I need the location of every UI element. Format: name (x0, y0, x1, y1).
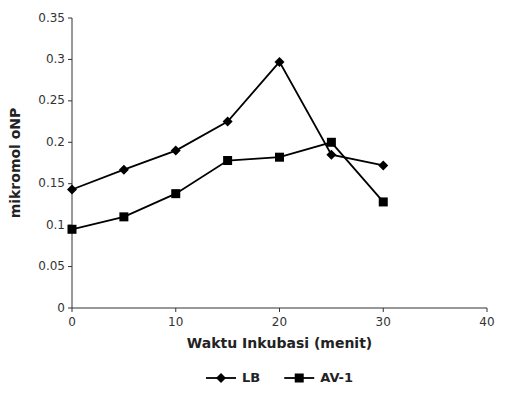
legend-label: AV-1 (320, 370, 353, 385)
x-axis-label: Waktu Inkubasi (menit) (187, 335, 373, 351)
y-tick-label: 0.35 (38, 11, 65, 25)
legend-label: LB (242, 370, 260, 385)
y-tick (68, 266, 72, 267)
point-marker (223, 156, 232, 165)
chart: 0 0.05 0.1 0.15 0.2 0.25 0.3 0.35 0 10 20 30 40 Waktu… (0, 0, 511, 404)
point-marker (67, 185, 77, 195)
point-marker (275, 57, 285, 67)
point-marker (223, 117, 233, 127)
point-marker (326, 150, 336, 160)
y-tick (68, 18, 72, 19)
point-marker (171, 189, 180, 198)
y-tick (68, 59, 72, 60)
x-tick (279, 308, 280, 312)
x-tick-label: 0 (68, 315, 76, 329)
x-tick-label: 40 (479, 315, 494, 329)
series-line (72, 142, 383, 229)
plot-area (67, 57, 388, 234)
y-tick-label: 0.1 (46, 218, 65, 232)
point-marker (379, 197, 388, 206)
x-tick (72, 308, 73, 312)
y-tick-label: 0 (57, 301, 65, 315)
x-tick (383, 308, 384, 312)
x-tick-label: 10 (168, 315, 183, 329)
y-tick-label: 0.25 (38, 93, 65, 107)
y-tick-label: 0.3 (46, 52, 65, 66)
legend-item: AV-1 (284, 370, 353, 385)
point-marker (327, 138, 336, 147)
legend: LB AV-1 (206, 370, 353, 385)
point-marker (119, 165, 129, 175)
y-axis-line (72, 18, 73, 308)
legend-marker (295, 374, 304, 383)
y-tick-label: 0.15 (38, 176, 65, 190)
point-marker (378, 160, 388, 170)
y-tick (68, 100, 72, 101)
y-tick (68, 308, 72, 309)
legend-item: LB (206, 370, 260, 385)
y-tick (68, 142, 72, 143)
series-line (72, 62, 383, 190)
x-tick (175, 308, 176, 312)
x-tick-label: 20 (272, 315, 287, 329)
legend-marker (216, 373, 226, 383)
y-axis-label: mikromol oNP (7, 108, 23, 219)
y-tick (68, 183, 72, 184)
x-tick (487, 308, 488, 312)
point-marker (275, 153, 284, 162)
point-marker (119, 212, 128, 221)
point-marker (171, 146, 181, 156)
y-tick-label: 0.05 (38, 259, 65, 273)
y-tick-label: 0.2 (46, 135, 65, 149)
x-tick-label: 30 (376, 315, 391, 329)
point-marker (68, 225, 77, 234)
